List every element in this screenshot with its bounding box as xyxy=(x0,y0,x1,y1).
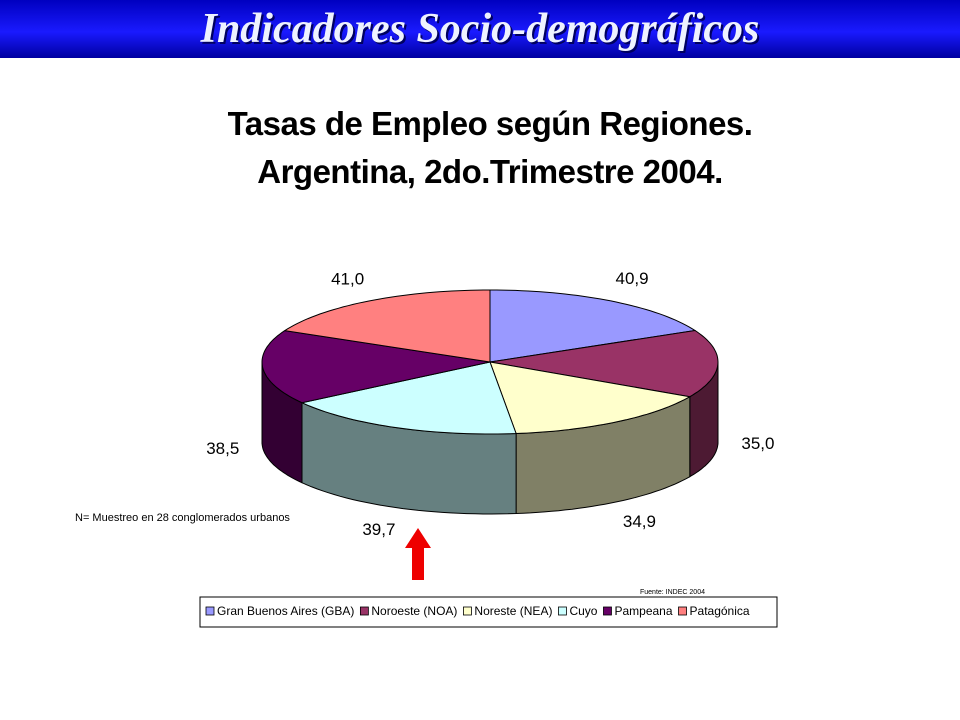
legend-swatch xyxy=(463,606,472,616)
legend-swatch xyxy=(205,606,215,616)
note: N= Muestreo en 28 conglomerados urbanos xyxy=(75,512,290,524)
legend-label: Noreste (NEA) xyxy=(474,604,552,618)
data-label: 40,9 xyxy=(616,269,649,288)
legend-swatch xyxy=(558,606,567,616)
legend-swatch xyxy=(678,606,687,616)
slice xyxy=(489,289,697,363)
arrow xyxy=(405,528,431,580)
source: Fuente: INDEC 2004 xyxy=(640,589,705,596)
header-title: Indicadores Socio-demográficos xyxy=(200,6,760,52)
legend-swatch xyxy=(359,606,369,616)
legend-label: Noroeste (NOA) xyxy=(371,604,457,618)
slice xyxy=(283,289,491,363)
data-label: 35,0 xyxy=(741,434,774,453)
data-label: 38,5 xyxy=(206,439,239,458)
legend-label: Cuyo xyxy=(569,604,597,618)
slice xyxy=(489,329,719,398)
data-label: 39,7 xyxy=(362,520,395,539)
slice xyxy=(261,330,491,404)
legend-label: Patagónica xyxy=(690,604,750,618)
slice xyxy=(300,361,517,435)
data-label: 34,9 xyxy=(623,512,656,531)
header-bar: Indicadores Socio-demográficos xyxy=(0,0,960,58)
legend-label: Pampeana xyxy=(614,604,672,618)
chart-title: Tasas de Empleo según Regiones. Argentin… xyxy=(227,105,753,190)
legend-label: Gran Buenos Aires (GBA) xyxy=(217,604,354,618)
legend-swatch xyxy=(603,606,612,616)
slice xyxy=(489,361,692,435)
data-label: 41,0 xyxy=(331,269,364,288)
